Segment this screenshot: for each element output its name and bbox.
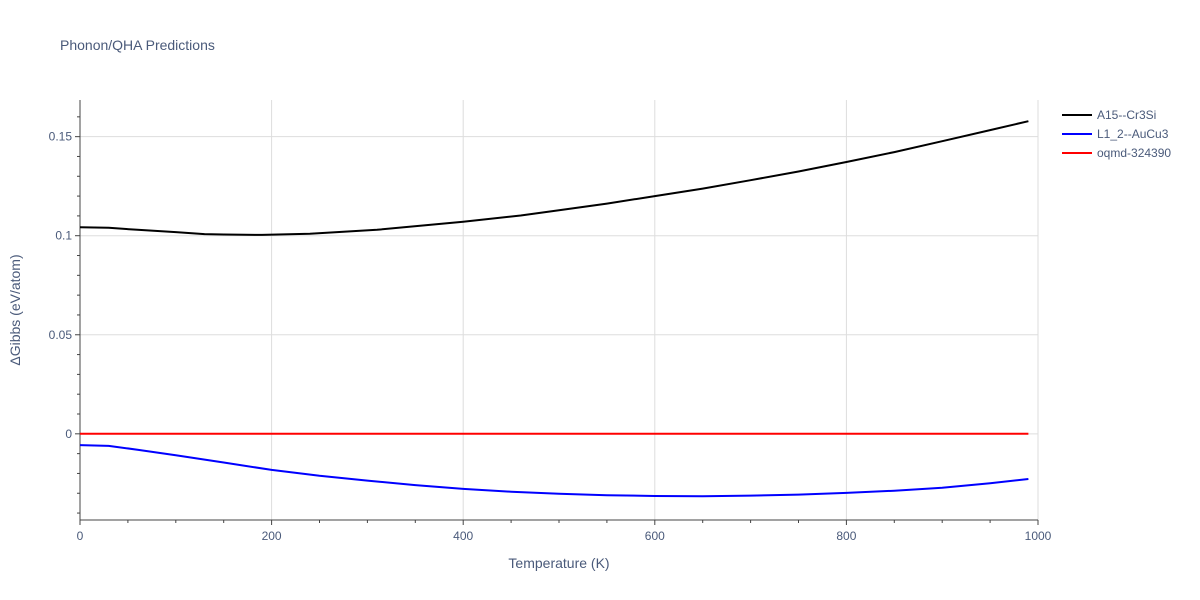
x-axis-label: Temperature (K): [508, 555, 609, 571]
y-tick-label: 0.15: [49, 130, 73, 144]
y-tick-label: 0: [65, 427, 72, 441]
x-tick-label: 1000: [1025, 529, 1052, 543]
legend-label: L1_2--AuCu3: [1097, 127, 1169, 141]
axes: [75, 100, 1039, 525]
y-tick-label: 0.05: [49, 328, 73, 342]
y-axis-label: ΔGibbs (eV/atom): [7, 254, 23, 365]
grid-lines: [80, 100, 1039, 520]
x-tick-label: 0: [77, 529, 84, 543]
x-tick-label: 600: [645, 529, 665, 543]
legend: A15--Cr3Si L1_2--AuCu3 oqmd-324390: [1062, 108, 1171, 160]
y-tick-label: 0.1: [55, 229, 72, 243]
tick-labels: 0 200 400 600 800 1000 0 0.05 0.1 0.15: [49, 130, 1052, 543]
series-line-L1_2--AuCu3: [79, 444, 1029, 498]
x-tick-label: 800: [836, 529, 856, 543]
series-line-A15--Cr3Si: [79, 120, 1029, 236]
x-tick-label: 400: [453, 529, 473, 543]
chart-title: Phonon/QHA Predictions: [60, 37, 215, 53]
legend-label: oqmd-324390: [1097, 146, 1171, 160]
plot-area: [79, 120, 1029, 498]
legend-label: A15--Cr3Si: [1097, 108, 1156, 122]
x-tick-label: 200: [262, 529, 282, 543]
